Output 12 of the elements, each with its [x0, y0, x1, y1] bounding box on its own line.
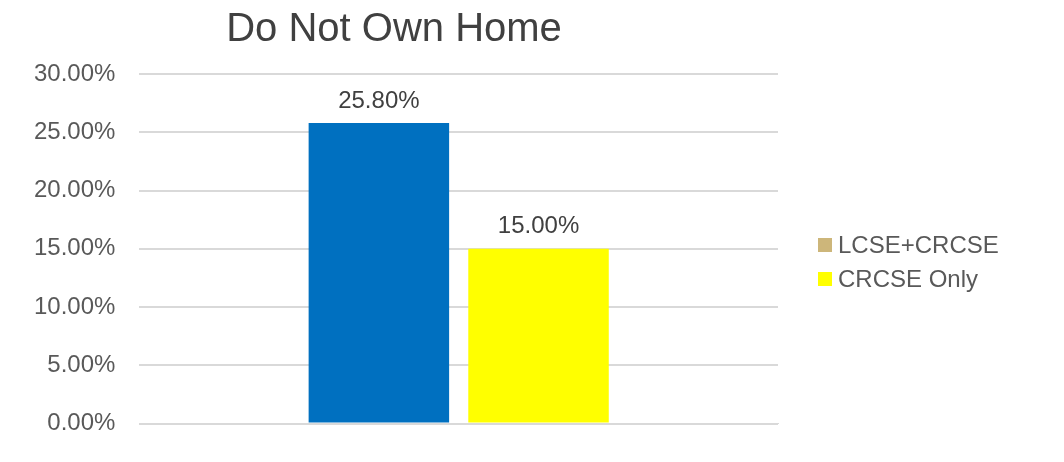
- y-tick-label: 25.00%: [33, 116, 116, 144]
- text: LCSE+CRCSE: [838, 231, 999, 258]
- y-tick-label: 0.00%: [47, 408, 116, 436]
- y-tick-label: 30.00%: [33, 58, 116, 86]
- chart-title: Do Not Own Home: [226, 5, 562, 50]
- y-tick-label: 20.00%: [33, 175, 116, 203]
- y-tick-label: 5.00%: [47, 349, 116, 377]
- y-tick-label: 15.00%: [33, 233, 116, 261]
- legend-label: CRCSE Only: [838, 265, 979, 292]
- data-label: 15.00%: [497, 211, 580, 239]
- y-tick-label: 10.00%: [33, 291, 116, 319]
- data-label: 25.80%: [338, 85, 420, 113]
